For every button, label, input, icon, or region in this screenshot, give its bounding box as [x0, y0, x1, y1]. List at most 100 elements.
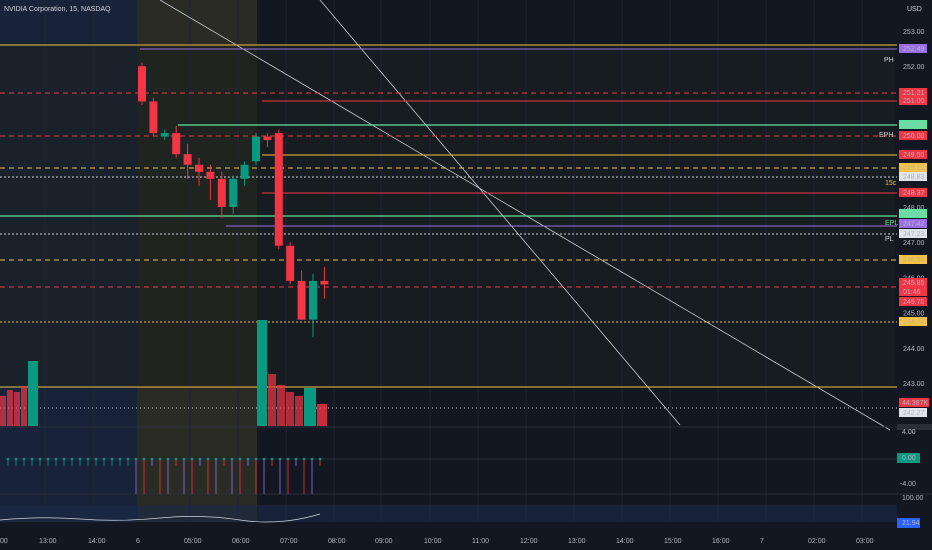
rsi-pane: 100.00 21.94 — [0, 495, 924, 528]
volume-bars — [0, 320, 327, 426]
osc-dot — [206, 457, 210, 461]
osc-dot — [302, 457, 306, 461]
pane-divider-handle[interactable] — [897, 424, 932, 430]
symbol-title[interactable]: NVIDIA Corporation, 15, NASDAQ — [4, 6, 111, 13]
candle-body[interactable] — [172, 133, 181, 155]
time-axis-label: 10:00 — [424, 538, 442, 545]
osc-dot — [94, 457, 98, 461]
candle-body[interactable] — [149, 101, 158, 134]
candle-body[interactable] — [217, 178, 226, 207]
price-tick-label: 243.00 — [903, 381, 925, 388]
price-badge-label: 245.85 — [903, 280, 925, 287]
osc-dot — [110, 457, 114, 461]
price-badge-label: 248.37 — [903, 190, 925, 197]
osc-dot — [38, 457, 42, 461]
osc-dot — [190, 457, 194, 461]
time-axis-label: 7 — [760, 538, 764, 545]
candle-body[interactable] — [183, 154, 192, 165]
trendline-2[interactable] — [319, 0, 681, 426]
time-axis-label: 06:00 — [232, 538, 250, 545]
time-axis-label: 03:00 — [856, 538, 874, 545]
candle-body[interactable] — [297, 280, 306, 320]
price-tick-label: 252.00 — [903, 64, 925, 71]
epl-label: EPL — [885, 220, 898, 227]
candle-body[interactable] — [160, 133, 169, 137]
candle-body[interactable] — [309, 280, 317, 320]
osc-dot — [198, 457, 202, 461]
candle-body[interactable] — [206, 171, 215, 179]
price-badge-bg — [899, 88, 927, 97]
osc-dot — [182, 457, 186, 461]
time-axis-label: 00 — [0, 538, 8, 545]
osc-dot — [294, 457, 298, 461]
osc-dot — [118, 457, 122, 461]
osc-dot — [246, 457, 250, 461]
osc-dot — [222, 457, 226, 461]
time-axis-label: 12:00 — [520, 538, 538, 545]
candlestick-series[interactable] — [138, 62, 329, 338]
price-badge-label: 246.50 — [903, 257, 925, 264]
candle-body[interactable] — [138, 66, 146, 102]
osc-dot — [318, 457, 322, 461]
price-badge-label: 251.21 — [903, 90, 925, 97]
price-tick-label: 253.00 — [903, 29, 925, 36]
ph-label: PH — [884, 57, 894, 64]
volume-price-badge-label: 242.27 — [903, 410, 925, 417]
volume-price-badge-bg — [899, 408, 927, 417]
price-tick-label: 247.00 — [903, 240, 925, 247]
price-tick-label: 245.00 — [903, 311, 925, 318]
currency-label[interactable]: USD — [907, 6, 922, 13]
time-axis-label: 16:00 — [712, 538, 730, 545]
price-badge-label: 247.74 — [903, 211, 925, 218]
osc-dot — [30, 457, 34, 461]
time-axis-panel[interactable] — [0, 530, 932, 550]
price-badge-bg — [899, 131, 927, 140]
time-axis-label: 6 — [136, 538, 140, 545]
osc-dot — [174, 457, 178, 461]
price-tick-label: 248.00 — [903, 205, 925, 212]
osc-dot — [78, 457, 82, 461]
price-badge-label: 252.49 — [903, 46, 925, 53]
price-badge-label: 251.00 — [903, 98, 925, 105]
osc-dot — [54, 457, 58, 461]
time-axis-label: 14:00 — [88, 538, 106, 545]
price-badge-bg — [899, 120, 927, 129]
osc-dot — [166, 457, 170, 461]
price-badge-bg — [899, 209, 927, 218]
candle-body[interactable] — [252, 136, 260, 162]
trendline-1[interactable] — [159, 0, 891, 431]
candle-body[interactable] — [286, 245, 295, 281]
candle-body[interactable] — [320, 280, 329, 285]
osc-dot — [270, 457, 274, 461]
price-badge-bg — [899, 172, 927, 181]
price-badge-label: 250.34 — [903, 122, 925, 129]
osc-dot — [6, 457, 10, 461]
price-badge-label: 248.83 — [903, 174, 925, 181]
rsi-value-label: 21.94 — [902, 520, 920, 527]
price-badge-bg — [899, 96, 927, 105]
osc-dot — [46, 457, 50, 461]
osc-dot — [310, 457, 314, 461]
time-axis-label: 07:00 — [280, 538, 298, 545]
candle-body[interactable] — [274, 133, 283, 246]
osc-dot — [214, 457, 218, 461]
osc-dot — [158, 457, 162, 461]
price-badge-bg — [899, 297, 927, 306]
time-axis-label: 15:00 — [664, 538, 682, 545]
candle-body[interactable] — [263, 136, 272, 141]
price-badge-bg — [899, 188, 927, 197]
oscillator-pane: 0.00 4.00 -4.00 — [5, 429, 920, 494]
candle-body[interactable] — [195, 164, 203, 172]
fifteen-label: 15c — [885, 180, 897, 187]
time-axis-label: 13:00 — [568, 538, 586, 545]
osc-dot — [142, 457, 146, 461]
candle-body[interactable] — [229, 178, 238, 207]
candle-body[interactable] — [240, 164, 249, 179]
osc-dot — [70, 457, 74, 461]
price-badge-label: 245.70 — [903, 299, 925, 306]
price-badge-label: 01:46 — [903, 289, 921, 296]
eph-label: EPH — [879, 132, 893, 139]
osc-dot — [286, 457, 290, 461]
